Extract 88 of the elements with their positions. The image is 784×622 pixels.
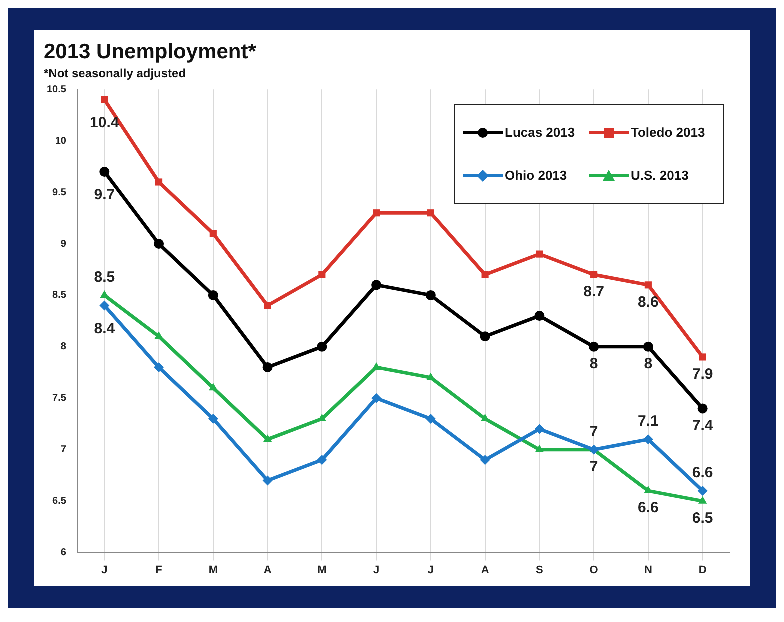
point	[480, 332, 490, 342]
data-label: 7.1	[638, 413, 659, 430]
x-tick-label: M	[318, 564, 327, 576]
point	[154, 362, 164, 373]
point	[264, 302, 272, 310]
point	[208, 290, 218, 300]
data-label: 7.9	[692, 366, 714, 383]
y-tick-label: 9.5	[52, 187, 67, 198]
y-tick-label: 6.5	[52, 496, 67, 508]
point	[317, 455, 328, 466]
point	[318, 271, 326, 278]
data-label: 8	[644, 356, 653, 373]
y-tick-label: 7	[60, 444, 67, 456]
point	[698, 404, 708, 414]
data-label: 6.5	[692, 510, 714, 527]
point	[372, 393, 382, 404]
point	[589, 444, 600, 455]
point	[534, 311, 545, 322]
point	[698, 496, 708, 504]
data-label: 7.4	[692, 417, 714, 434]
y-tick-label: 10.5	[46, 84, 67, 96]
x-tick-label: A	[481, 564, 490, 576]
point	[534, 424, 545, 434]
point	[372, 280, 382, 290]
legend-label: Toledo 2013	[631, 125, 706, 140]
point	[644, 282, 652, 289]
point	[536, 250, 544, 258]
point	[699, 354, 706, 361]
x-tick-label: J	[428, 564, 434, 576]
point	[154, 332, 164, 340]
point	[101, 96, 108, 104]
point	[426, 414, 436, 424]
point	[643, 342, 654, 352]
point	[262, 362, 273, 373]
x-tick-label: F	[156, 564, 163, 576]
point	[535, 444, 544, 452]
legend-label: Ohio 2013	[505, 168, 568, 183]
data-label: 7	[590, 458, 598, 476]
y-tick-label: 8	[60, 342, 67, 353]
y-tick-label: 7.5	[52, 393, 67, 404]
point	[100, 290, 109, 298]
x-tick-label: J	[102, 564, 108, 576]
x-tick-label: D	[698, 564, 707, 576]
y-tick-label: 6	[60, 548, 67, 559]
point	[100, 166, 110, 177]
y-tick-label: 8.5	[52, 290, 67, 302]
point	[100, 300, 110, 311]
data-label: 7	[590, 424, 598, 441]
x-tick-label: N	[644, 564, 652, 576]
x-tick-label: O	[590, 564, 599, 576]
legend-label: Lucas 2013	[505, 125, 576, 140]
point	[480, 455, 490, 466]
point	[210, 230, 217, 238]
point	[262, 476, 273, 486]
point	[590, 271, 598, 278]
chart-title: 2013 Unemployment*	[44, 40, 258, 64]
x-tick-label: M	[208, 564, 218, 576]
point	[643, 434, 654, 445]
data-label: 6.6	[692, 464, 714, 482]
data-label: 8.7	[584, 284, 604, 301]
x-tick-label: A	[264, 564, 272, 576]
data-label: 10.4	[90, 114, 120, 132]
data-label: 8	[590, 356, 598, 373]
point	[427, 210, 434, 217]
y-tick-label: 10	[55, 136, 67, 147]
point	[263, 434, 272, 442]
point	[698, 486, 708, 496]
data-label: 8.4	[94, 320, 116, 338]
point	[373, 210, 380, 217]
point	[208, 414, 218, 424]
x-tick-label: J	[373, 564, 380, 576]
point	[209, 383, 218, 391]
data-label: 6.6	[638, 500, 659, 517]
point	[589, 342, 600, 352]
point	[482, 271, 489, 278]
point	[426, 290, 436, 300]
data-label: 9.7	[94, 186, 116, 204]
y-tick-label: 9	[60, 238, 67, 250]
legend-label: U.S. 2013	[631, 168, 689, 183]
point	[155, 178, 163, 186]
point	[372, 362, 381, 370]
point	[317, 342, 328, 352]
data-label: 8.6	[638, 294, 659, 311]
point	[644, 486, 653, 494]
chart-subtitle: *Not seasonally adjusted	[44, 66, 186, 81]
point	[154, 239, 164, 249]
data-label: 8.5	[94, 269, 116, 286]
x-tick-label: S	[536, 564, 544, 576]
